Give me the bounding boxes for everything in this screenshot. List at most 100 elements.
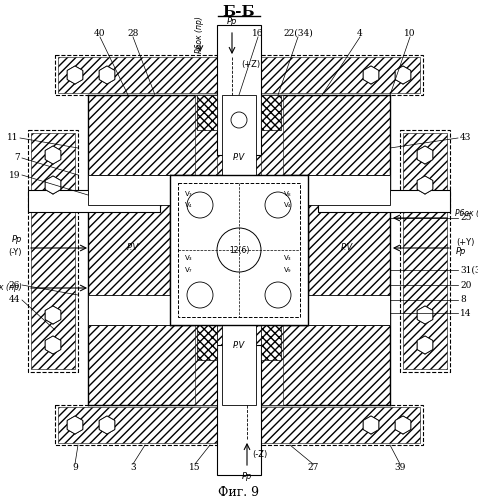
Bar: [195, 325, 217, 405]
Bar: [261, 95, 281, 130]
Polygon shape: [395, 66, 411, 84]
Bar: [217, 345, 261, 475]
Polygon shape: [45, 176, 61, 194]
Polygon shape: [67, 416, 83, 434]
Bar: [28, 130, 78, 372]
Polygon shape: [417, 336, 433, 354]
Bar: [403, 133, 447, 369]
Text: 7: 7: [14, 154, 20, 162]
Polygon shape: [363, 416, 379, 434]
Polygon shape: [363, 66, 379, 84]
Text: P.V: P.V: [233, 340, 245, 349]
Circle shape: [48, 340, 58, 350]
Text: Рбок (пр): Рбок (пр): [0, 284, 22, 292]
Text: V₈: V₈: [284, 191, 292, 197]
Circle shape: [398, 420, 408, 430]
Bar: [308, 295, 390, 325]
Text: V₄: V₄: [185, 202, 193, 208]
Bar: [197, 325, 217, 360]
Circle shape: [366, 70, 376, 80]
Text: 40: 40: [94, 28, 106, 38]
Polygon shape: [417, 146, 433, 164]
Text: 22(34): 22(34): [283, 28, 313, 38]
Bar: [178, 183, 300, 317]
Bar: [88, 295, 170, 325]
Text: 10: 10: [404, 28, 416, 38]
Circle shape: [70, 420, 80, 430]
Circle shape: [420, 310, 430, 320]
Polygon shape: [99, 66, 115, 84]
Circle shape: [420, 150, 430, 160]
Text: 28: 28: [127, 28, 139, 38]
Text: P.V: P.V: [127, 244, 139, 252]
Text: 27: 27: [307, 464, 319, 472]
Polygon shape: [45, 146, 61, 164]
Text: V₇: V₇: [185, 191, 193, 197]
Polygon shape: [45, 336, 61, 354]
Bar: [88, 175, 170, 205]
Bar: [308, 175, 390, 197]
Bar: [217, 25, 261, 155]
Circle shape: [231, 112, 247, 128]
Text: P.V: P.V: [233, 152, 245, 162]
Bar: [28, 190, 160, 212]
Bar: [55, 405, 423, 445]
Text: 19: 19: [9, 170, 20, 179]
Bar: [195, 95, 217, 175]
Text: (-Z): (-Z): [252, 450, 267, 460]
Text: 4: 4: [357, 28, 363, 38]
Text: V₉: V₉: [284, 267, 292, 273]
Text: Рр: Рр: [242, 472, 252, 481]
Bar: [31, 133, 75, 369]
Text: V₇: V₇: [185, 267, 193, 273]
Text: (+Y): (+Y): [456, 238, 474, 246]
Bar: [261, 95, 283, 175]
Text: 16: 16: [252, 28, 264, 38]
Text: 3: 3: [130, 464, 136, 472]
Text: (+Z): (+Z): [241, 60, 260, 70]
Text: 8: 8: [460, 296, 466, 304]
Polygon shape: [99, 416, 115, 434]
Text: 31(37): 31(37): [460, 266, 478, 274]
Bar: [58, 407, 420, 443]
Bar: [355, 305, 390, 325]
Text: V₃: V₃: [185, 255, 193, 261]
Circle shape: [48, 310, 58, 320]
Bar: [88, 303, 170, 325]
Text: 9: 9: [72, 464, 78, 472]
Polygon shape: [45, 306, 61, 324]
Text: Рбок (пр): Рбок (пр): [455, 210, 478, 218]
Bar: [88, 175, 170, 325]
Text: 43: 43: [460, 134, 471, 142]
Bar: [308, 303, 390, 325]
Polygon shape: [417, 306, 433, 324]
Bar: [55, 55, 423, 95]
Bar: [88, 95, 390, 175]
Circle shape: [102, 70, 112, 80]
Bar: [88, 175, 123, 195]
Circle shape: [70, 70, 80, 80]
Text: 15: 15: [189, 464, 201, 472]
Bar: [400, 130, 450, 372]
Circle shape: [102, 420, 112, 430]
Circle shape: [420, 340, 430, 350]
Text: 14: 14: [460, 308, 471, 318]
Text: V₄: V₄: [284, 202, 292, 208]
Bar: [308, 175, 390, 325]
Text: 20: 20: [460, 280, 471, 289]
Text: Фиг. 9: Фиг. 9: [218, 486, 260, 498]
Text: Рр: Рр: [11, 236, 22, 244]
Text: (-Y): (-Y): [9, 248, 22, 258]
Polygon shape: [67, 66, 83, 84]
Bar: [88, 305, 123, 325]
Bar: [355, 175, 390, 195]
Bar: [318, 190, 450, 212]
Bar: [308, 175, 390, 205]
Bar: [58, 57, 420, 93]
Text: Б-Б: Б-Б: [223, 5, 255, 19]
Bar: [261, 325, 283, 405]
Text: Рбок (пр): Рбок (пр): [196, 16, 205, 54]
Text: Рр: Рр: [456, 248, 467, 256]
Bar: [261, 325, 281, 360]
Text: P.V: P.V: [341, 244, 353, 252]
